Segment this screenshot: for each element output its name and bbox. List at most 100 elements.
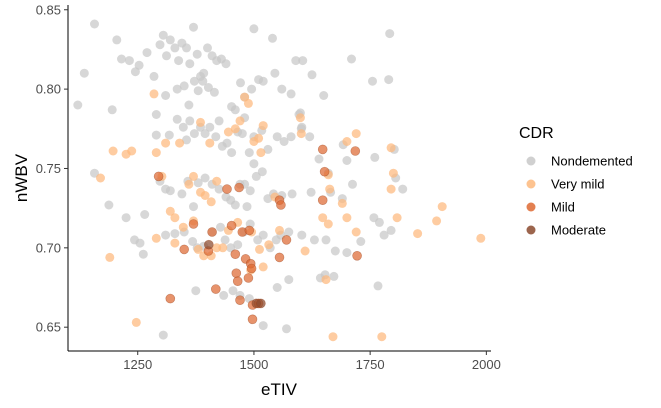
plot-points — [73, 19, 486, 342]
point-very-mild-58 — [432, 216, 442, 226]
point-nondemented-159 — [356, 237, 366, 246]
point-nondemented-37 — [151, 110, 161, 119]
point-nondemented-70 — [200, 129, 210, 139]
point-nondemented-143 — [220, 235, 230, 245]
point-nondemented-145 — [233, 240, 243, 250]
point-nondemented-160 — [379, 230, 389, 240]
point-very-mild-23 — [170, 213, 180, 223]
point-nondemented-85 — [286, 132, 296, 142]
point-nondemented-57 — [286, 89, 296, 99]
point-nondemented-60 — [319, 91, 329, 100]
point-very-mild-36 — [105, 252, 115, 262]
point-nondemented-38 — [161, 91, 171, 100]
point-very-mild-48 — [325, 184, 335, 194]
point-nondemented-46 — [209, 87, 219, 97]
axes: 1250 1500 1750 2000 0.65 0.70 0.75 0.80 0.85 eT… — [12, 2, 501, 399]
point-nondemented-106 — [189, 202, 198, 212]
point-nondemented-66 — [182, 135, 191, 145]
point-nondemented-49 — [230, 105, 240, 115]
y-ticks: 0.65 0.70 0.75 0.80 0.85 — [36, 2, 68, 335]
point-very-mild-14 — [223, 127, 233, 137]
y-tick-label-2: 0.75 — [36, 161, 61, 176]
point-nondemented-165 — [191, 286, 201, 296]
point-nondemented-4 — [117, 54, 126, 64]
point-mild-1 — [188, 219, 199, 229]
x-axis-title: eTIV — [261, 380, 298, 399]
point-very-mild-62 — [328, 332, 338, 342]
point-mild-0 — [153, 171, 164, 182]
point-mild-21 — [247, 314, 258, 325]
point-nondemented-32 — [307, 70, 317, 80]
point-very-mild-70 — [258, 262, 268, 272]
point-nondemented-43 — [193, 86, 203, 96]
point-very-mild-0 — [96, 173, 105, 183]
point-nondemented-22 — [199, 68, 209, 78]
point-nondemented-68 — [189, 129, 199, 139]
point-nondemented-100 — [140, 210, 150, 219]
point-nondemented-142 — [216, 222, 225, 232]
point-nondemented-93 — [370, 152, 380, 162]
point-nondemented-55 — [270, 68, 280, 78]
point-nondemented-9 — [149, 71, 159, 81]
point-very-mild-22 — [165, 206, 175, 216]
y-axis-title: nWBV — [12, 153, 31, 202]
point-very-mild-8 — [184, 179, 194, 189]
point-mild-3 — [165, 293, 176, 304]
point-nondemented-108 — [200, 173, 210, 183]
point-very-mild-61 — [321, 275, 331, 285]
point-mild-14 — [244, 225, 255, 236]
point-nondemented-7 — [130, 67, 140, 77]
point-nondemented-125 — [306, 187, 316, 197]
point-nondemented-113 — [230, 200, 240, 210]
point-nondemented-153 — [284, 227, 294, 237]
point-very-mild-15 — [230, 124, 240, 134]
point-mild-27 — [317, 144, 328, 155]
point-nondemented-136 — [170, 229, 180, 239]
point-nondemented-154 — [297, 230, 307, 240]
point-nondemented-110 — [214, 184, 224, 194]
point-nondemented-138 — [188, 237, 198, 246]
point-nondemented-74 — [222, 138, 232, 148]
point-nondemented-174 — [282, 324, 291, 334]
point-very-mild-18 — [243, 98, 253, 108]
point-nondemented-63 — [164, 130, 174, 140]
point-nondemented-40 — [179, 81, 189, 91]
point-very-mild-45 — [351, 129, 361, 139]
point-mild-31 — [352, 251, 362, 261]
point-nondemented-87 — [297, 122, 307, 132]
point-mild-7 — [222, 184, 232, 194]
point-nondemented-116 — [242, 202, 252, 212]
point-nondemented-131 — [386, 225, 396, 235]
point-nondemented-167 — [228, 286, 238, 296]
x-ticks: 1250 1500 1750 2000 — [123, 351, 501, 372]
point-mild-26 — [274, 252, 285, 263]
point-very-mild-34 — [151, 233, 161, 243]
point-nondemented-18 — [185, 59, 195, 69]
point-very-mild-1 — [108, 146, 118, 156]
point-very-mild-13 — [212, 176, 222, 186]
point-nondemented-54 — [258, 76, 268, 86]
point-nondemented-128 — [348, 179, 357, 189]
legend-label-very-mild: Very mild — [551, 177, 604, 192]
point-nondemented-28 — [249, 24, 259, 34]
point-nondemented-14 — [170, 43, 180, 53]
point-nondemented-0 — [73, 100, 83, 110]
point-nondemented-45 — [203, 83, 213, 92]
point-mild-29 — [317, 195, 328, 205]
point-nondemented-42 — [189, 76, 199, 86]
point-nondemented-96 — [398, 184, 408, 194]
point-very-mild-39 — [196, 117, 205, 127]
point-nondemented-52 — [247, 84, 257, 94]
legend-key-very-mild — [526, 179, 536, 189]
point-nondemented-173 — [258, 321, 268, 331]
point-nondemented-134 — [138, 249, 148, 259]
point-very-mild-12 — [206, 197, 216, 207]
point-very-mild-20 — [254, 133, 264, 143]
point-nondemented-156 — [321, 235, 331, 245]
point-nondemented-1 — [79, 68, 89, 78]
legend-label-moderate: Moderate — [551, 223, 606, 238]
point-nondemented-157 — [330, 246, 340, 256]
point-nondemented-79 — [244, 148, 254, 158]
point-very-mild-51 — [318, 213, 328, 223]
point-nondemented-118 — [249, 159, 259, 169]
